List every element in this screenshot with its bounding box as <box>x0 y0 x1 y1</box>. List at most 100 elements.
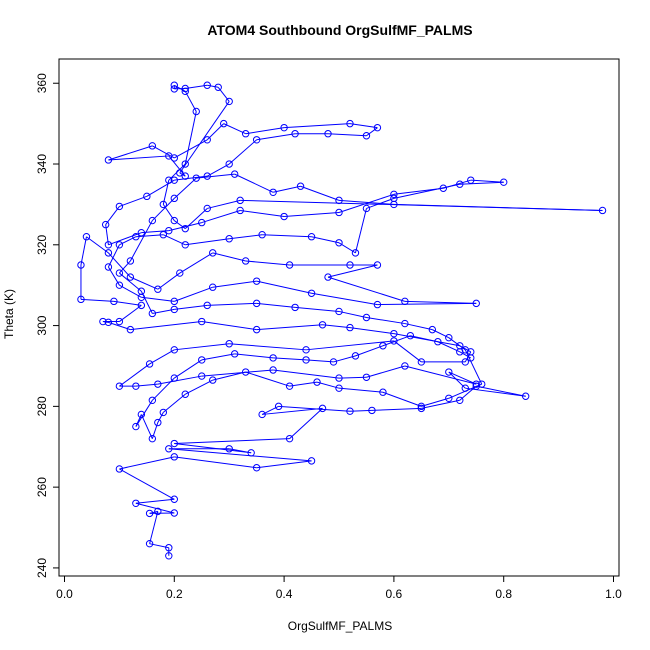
data-point <box>236 196 244 205</box>
data-point <box>461 358 469 366</box>
series-segment <box>245 260 290 266</box>
data-point <box>417 358 426 366</box>
data-point <box>313 378 321 386</box>
series-segment <box>306 359 334 363</box>
data-point <box>145 360 154 368</box>
data-point <box>241 257 250 265</box>
series-segment <box>470 179 504 183</box>
data-point <box>165 176 173 184</box>
data-point <box>390 329 398 338</box>
series-segment <box>284 123 351 129</box>
data-point <box>252 277 261 285</box>
series-segment <box>162 180 170 205</box>
data-point <box>99 317 107 326</box>
series-segment <box>149 511 159 544</box>
data-point <box>390 337 398 345</box>
series-segment <box>256 302 296 308</box>
data-point <box>104 241 113 249</box>
data-point <box>285 382 294 390</box>
series-segment <box>168 448 312 462</box>
data-point <box>154 380 162 388</box>
series-segment <box>108 232 142 246</box>
data-point <box>346 323 354 332</box>
x-axis-label: OrgSulfMF_PALMS <box>288 619 392 633</box>
series-segment <box>393 340 422 363</box>
series-segment <box>245 371 290 387</box>
data-point <box>198 218 206 227</box>
series-segment <box>311 236 340 244</box>
data-point <box>192 107 200 116</box>
data-point <box>346 119 354 128</box>
series-segment <box>184 208 208 230</box>
data-point <box>456 396 464 405</box>
data-point <box>456 348 464 356</box>
series-segment <box>119 195 148 207</box>
series-segment <box>223 123 246 135</box>
data-point <box>373 261 382 269</box>
y-tick-label: 300 <box>35 315 49 335</box>
y-axis: 240 260 280 300 320 340 360 <box>35 73 59 578</box>
series-segment <box>108 155 169 161</box>
data-point <box>209 376 217 384</box>
series-segment <box>459 351 472 359</box>
data-point <box>143 192 151 201</box>
series-segment <box>273 357 307 361</box>
data-point <box>170 81 178 89</box>
data-point <box>170 439 178 448</box>
data-point <box>145 509 154 518</box>
series-segment <box>327 276 406 302</box>
data-point <box>104 263 113 271</box>
data-point <box>101 220 110 229</box>
data-point <box>145 539 154 548</box>
data-point <box>203 301 211 310</box>
data-point <box>159 408 168 417</box>
data-point <box>181 84 189 93</box>
series-segment <box>349 327 394 335</box>
data-point <box>335 384 343 392</box>
data-point <box>198 372 206 380</box>
data-point <box>445 368 453 376</box>
series-segment <box>151 197 175 221</box>
data-point <box>181 87 189 96</box>
series-segment <box>333 355 356 363</box>
data-point <box>176 169 184 177</box>
series-segment <box>129 220 153 262</box>
series-segment <box>207 84 219 88</box>
data-point <box>170 216 178 225</box>
series-segment <box>174 443 252 454</box>
series-segment <box>119 363 150 387</box>
data-point <box>110 297 118 306</box>
data-point <box>434 338 442 346</box>
data-point <box>258 230 266 239</box>
data-point <box>181 160 189 168</box>
data-point <box>214 83 222 91</box>
series-segment <box>105 206 120 225</box>
series-segment <box>201 369 274 377</box>
data-point <box>170 176 178 184</box>
data-point <box>159 230 168 239</box>
data-point <box>401 297 409 306</box>
series-segment <box>201 353 235 361</box>
data-point <box>379 342 387 350</box>
data-point <box>165 226 173 235</box>
series-segment <box>179 101 230 174</box>
series-segment <box>130 276 159 290</box>
data-point <box>170 374 178 382</box>
series-segment <box>157 272 181 290</box>
series-segment <box>327 264 378 278</box>
x-tick-label: 0.6 <box>386 587 403 601</box>
data-point <box>467 176 475 184</box>
data-point <box>132 422 140 431</box>
data-point <box>165 552 173 560</box>
series-segment <box>256 280 312 294</box>
series-segment <box>256 460 312 469</box>
data-point <box>154 285 162 293</box>
series-segment <box>322 324 351 329</box>
series-segment <box>212 280 257 288</box>
data-point <box>445 333 453 342</box>
series-segment <box>229 343 307 351</box>
series-segment <box>119 468 175 500</box>
x-tick-label: 0.2 <box>166 587 183 601</box>
data-point <box>346 407 354 415</box>
data-point <box>445 394 453 402</box>
